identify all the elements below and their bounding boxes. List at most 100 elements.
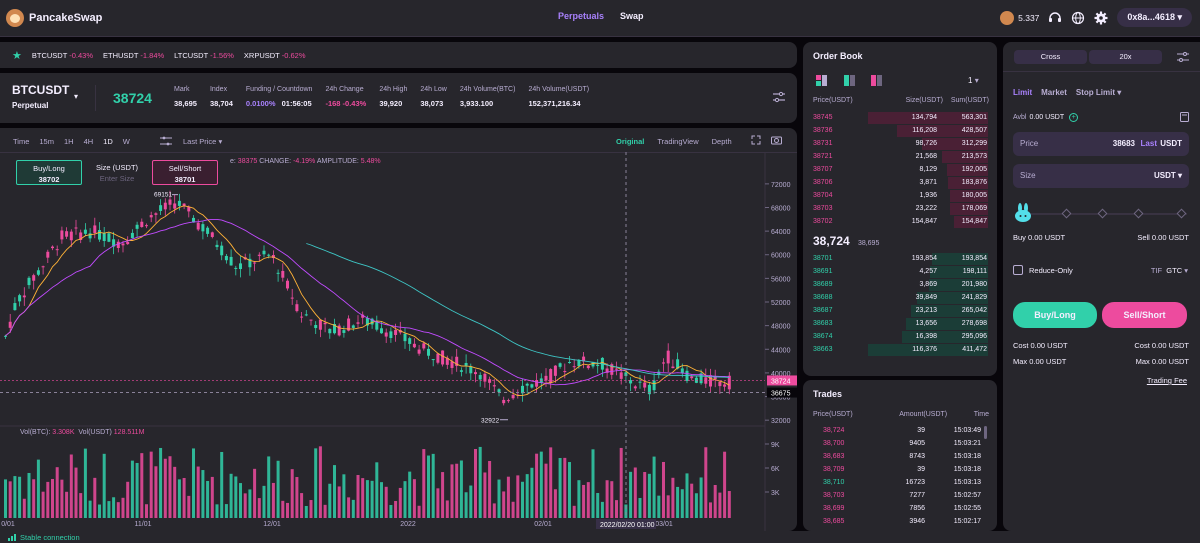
ticker-item[interactable]: BTCUSDT -0.43% — [31, 50, 94, 60]
ob-bid-row[interactable]: 38701 193,854 193,854 — [803, 253, 997, 266]
interval-15m[interactable]: 15m — [39, 137, 54, 146]
sliders-icon[interactable] — [773, 91, 785, 103]
candle-body — [290, 297, 294, 299]
book-bids-icon[interactable] — [844, 75, 855, 86]
book-both-icon[interactable] — [816, 75, 827, 86]
chart-info-line: e: 38375 CHANGE: -4.19% AMPLITUDE: 5.48% — [230, 158, 381, 165]
ob-bid-row[interactable]: 38674 16,398 295,096 — [803, 331, 997, 344]
stat-3: 24h Change -168 -0.43% — [325, 86, 367, 108]
max-sell: Max 0.00 USDT — [1135, 357, 1189, 366]
chevron-down-icon[interactable]: ▾ — [74, 92, 79, 101]
volume-bar — [549, 447, 553, 518]
globe-icon[interactable] — [1071, 11, 1085, 25]
candlestick-chart[interactable]: 72000 68000 64000 60000 56000 52000 48000 44000… — [0, 152, 797, 531]
ticker-item[interactable]: XRPUSDT -0.62% — [243, 50, 306, 60]
interval-1d[interactable]: 1D — [103, 137, 113, 146]
candle-body — [347, 318, 351, 331]
volume-bar — [535, 453, 539, 518]
ob-ask-row[interactable]: 38707 8,129 192,005 — [803, 164, 997, 177]
price-type-select[interactable]: Last Price ▾ — [183, 137, 223, 146]
brand-logo[interactable]: PancakeSwap — [6, 9, 102, 27]
ob-ask-row[interactable]: 38703 23,222 178,069 — [803, 203, 997, 216]
view-depth[interactable]: Depth — [711, 137, 732, 146]
volume-bar — [718, 492, 722, 518]
interval-w[interactable]: W — [122, 137, 130, 146]
volume-bar — [516, 475, 520, 518]
price-last-button[interactable]: Last — [1140, 139, 1157, 148]
cost-buy: Cost 0.00 USDT — [1013, 341, 1068, 350]
ticker-item[interactable]: ETHUSDT -1.84% — [103, 50, 165, 60]
ob-ask-row[interactable]: 38706 3,871 183,876 — [803, 177, 997, 190]
order-type-limit[interactable]: Limit — [1013, 88, 1033, 97]
order-type-stop-limit[interactable]: Stop Limit ▾ — [1075, 88, 1122, 97]
favorite-star-icon[interactable]: ★ — [12, 49, 22, 62]
candle-body — [713, 376, 717, 380]
view-tradingview[interactable]: TradingView — [657, 137, 699, 146]
candle-body — [615, 368, 618, 370]
price-input[interactable]: Price 38683 Last USDT — [1013, 132, 1189, 156]
buy-long-button[interactable]: Buy/Long — [1013, 302, 1097, 328]
trade-row: 38,700 9405 15:03:21 — [823, 440, 981, 447]
candle-body — [662, 362, 665, 364]
leverage-button[interactable]: 20x — [1089, 50, 1162, 64]
book-asks-icon[interactable] — [871, 75, 882, 86]
camera-icon[interactable] — [771, 135, 782, 145]
ob-bid-row[interactable]: 38691 4,257 198,111 — [803, 266, 997, 279]
candle-body — [173, 203, 177, 209]
wallet-address: 0x8a...4618 — [1127, 12, 1175, 22]
size-slider[interactable] — [1013, 203, 1189, 223]
trading-fee-link[interactable]: Trading Fee — [1146, 376, 1187, 385]
quick-size-field[interactable]: Size (USDT) Enter Size — [95, 163, 139, 183]
nav-link-perpetuals[interactable]: Perpetuals — [558, 11, 605, 21]
view-original[interactable]: Original — [616, 137, 645, 146]
expand-icon[interactable] — [751, 135, 761, 145]
candle-body — [525, 383, 529, 386]
quick-sell-button[interactable]: Sell/Short 38701 — [152, 160, 218, 185]
reduce-only-checkbox[interactable]: Reduce-Only — [1013, 265, 1073, 275]
margin-mode-button[interactable]: Cross — [1014, 50, 1087, 64]
ticker-item[interactable]: LTCUSDT -1.56% — [174, 50, 234, 60]
calculator-icon[interactable] — [1180, 112, 1189, 122]
ob-bid-row[interactable]: 38683 13,656 278,698 — [803, 318, 997, 331]
nav-link-swap[interactable]: Swap — [620, 11, 644, 21]
volume-bar — [140, 453, 144, 518]
symbol-selector[interactable]: BTCUSDT Perpetual — [12, 83, 69, 110]
indicator-settings-icon[interactable] — [160, 136, 172, 146]
depth-select[interactable]: 1 ▾ — [968, 76, 979, 85]
ob-bid-row[interactable]: 38688 39,849 241,829 — [803, 292, 997, 305]
headset-icon[interactable] — [1048, 11, 1062, 25]
trades-scrollbar[interactable] — [984, 426, 987, 439]
add-funds-icon[interactable]: + — [1069, 113, 1079, 122]
high-marker: 69151 — [154, 192, 172, 199]
ob-ask-row[interactable]: 38704 1,936 180,005 — [803, 190, 997, 203]
size-input[interactable]: Size USDT ▾ — [1013, 164, 1189, 188]
quick-buy-button[interactable]: Buy/Long 38702 — [16, 160, 82, 185]
tif-select[interactable]: TIF GTC ▾ — [1150, 266, 1188, 275]
bunny-slider-handle-icon[interactable] — [1013, 203, 1033, 223]
ob-ask-row[interactable]: 38702 154,847 154,847 — [803, 216, 997, 229]
interval-1h[interactable]: 1H — [63, 137, 74, 146]
gear-icon[interactable] — [1094, 11, 1108, 25]
order-settings-icon[interactable] — [1177, 52, 1189, 62]
ob-bid-row[interactable]: 38663 116,376 411,472 — [803, 344, 997, 357]
stat-1: Index 38,704 — [209, 86, 233, 108]
buy-info: Buy 0.00 USDT — [1013, 233, 1066, 242]
volume-bar — [488, 460, 492, 518]
sell-short-button[interactable]: Sell/Short — [1102, 302, 1187, 328]
interval-4h[interactable]: 4H — [83, 137, 94, 146]
candle-body — [163, 202, 167, 210]
volume-bar — [380, 482, 383, 518]
avbl-label: Avbl — [1013, 114, 1027, 121]
cake-balance[interactable]: 5.337 — [1000, 10, 1039, 25]
ob-ask-row[interactable]: 38721 21,568 213,573 — [803, 151, 997, 164]
ob-ask-row[interactable]: 38736 116,208 428,507 — [803, 125, 997, 138]
order-type-market[interactable]: Market — [1041, 88, 1067, 97]
ob-ask-row[interactable]: 38745 134,794 563,301 — [803, 112, 997, 125]
candle-body — [314, 324, 318, 329]
interval-time[interactable]: Time — [13, 137, 30, 146]
size-unit-select[interactable]: USDT ▾ — [1153, 171, 1182, 180]
ob-bid-row[interactable]: 38689 3,869 201,980 — [803, 279, 997, 292]
wallet-button[interactable]: 0x8a...4618 ▾ — [1117, 8, 1192, 27]
ob-ask-row[interactable]: 38731 98,726 312,299 — [803, 138, 997, 151]
ob-bid-row[interactable]: 38687 23,213 265,042 — [803, 305, 997, 318]
